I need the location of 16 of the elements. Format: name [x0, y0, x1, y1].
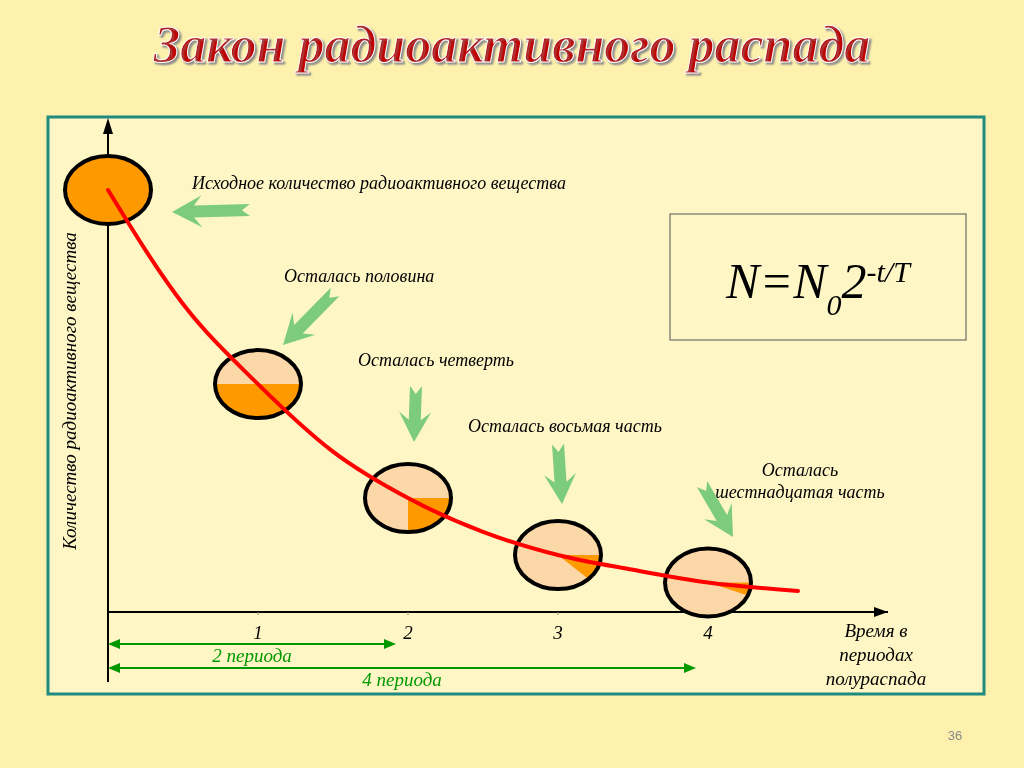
- x-tick-label: 2: [403, 622, 414, 643]
- annotation: Осталась половина: [284, 266, 435, 286]
- x-axis-title: Время в периодах полураспада: [825, 620, 927, 689]
- chart-title: Закон радиоактивного распада: [152, 16, 871, 73]
- text: 2 периода: [212, 645, 292, 666]
- y-axis-title: Количество радиоактивного вещества: [59, 232, 80, 551]
- text: 36: [947, 728, 963, 743]
- annotation: Исходное количество радиоактивного вещества: [191, 173, 566, 193]
- x-tick-label: 1: [253, 622, 263, 643]
- x-tick-label: 3: [552, 622, 563, 643]
- annotation: Осталась шестнадцатая часть: [715, 460, 885, 502]
- annotation: Осталась четверть: [358, 350, 515, 370]
- annotation: Осталась восьмая часть: [468, 416, 662, 436]
- x-tick-label: 4: [703, 622, 714, 643]
- text: 4 периода: [362, 669, 442, 690]
- annotation: N=N$_{0}$2$^{-t/T}$: [725, 253, 913, 321]
